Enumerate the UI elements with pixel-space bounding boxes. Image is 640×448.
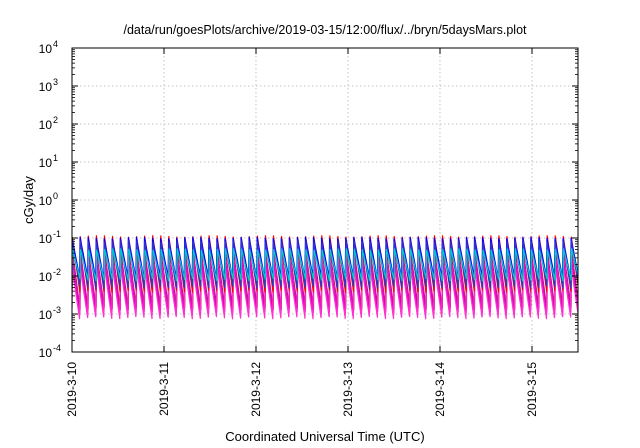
y-tick-exponent: 4 [53,39,58,49]
y-tick-exponent: 3 [53,77,58,87]
y-tick-base: 10 [39,156,53,170]
x-tick-label: 2019-3-14 [433,362,447,417]
y-tick-exponent: 0 [53,191,58,201]
y-tick-label: 10 4 [39,39,58,56]
plot-frame [71,47,579,353]
y-tick-label: 10 -1 [39,229,61,246]
y-tick-label: 10 0 [39,191,58,208]
y-tick-base: 10 [39,194,53,208]
y-tick-label: 10 -3 [39,305,61,322]
y-tick-label: 10 1 [39,153,58,170]
chart-title: /data/run/goesPlots/archive/2019-03-15/1… [123,23,527,37]
y-tick-base: 10 [39,42,53,56]
y-tick-base: 10 [39,346,53,360]
x-axis-label: Coordinated Universal Time (UTC) [225,429,424,444]
y-tick-exponent: -1 [53,229,61,239]
x-tick-labels: 2019-3-10 2019-3-11 2019-3-12 2019-3-13 2019… [65,362,539,417]
x-tick-label: 2019-3-10 [65,362,79,417]
y-axis-label: cGy/day [21,176,36,224]
y-tick-exponent: 2 [53,115,58,125]
x-tick-label: 2019-3-13 [341,362,355,417]
y-tick-label: 10 -2 [39,267,61,284]
y-tick-base: 10 [39,308,53,322]
y-tick-exponent: -3 [53,305,61,315]
y-tick-exponent: 1 [53,153,58,163]
y-tick-label: 10 2 [39,115,58,132]
series-line [72,248,578,282]
x-tick-label: 2019-3-12 [249,362,263,417]
x-tick-label: 2019-3-11 [157,362,171,416]
y-tick-base: 10 [39,118,53,132]
y-tick-exponent: -4 [53,343,61,353]
y-tick-base: 10 [39,270,53,284]
y-tick-label: 10 -4 [39,343,61,360]
y-tick-base: 10 [39,80,53,94]
series-lines [72,235,578,320]
y-tick-label: 10 3 [39,77,58,94]
grid-lines [72,48,578,352]
y-tick-exponent: -2 [53,267,61,277]
x-tick-label: 2019-3-15 [525,362,539,417]
y-tick-base: 10 [39,232,53,246]
